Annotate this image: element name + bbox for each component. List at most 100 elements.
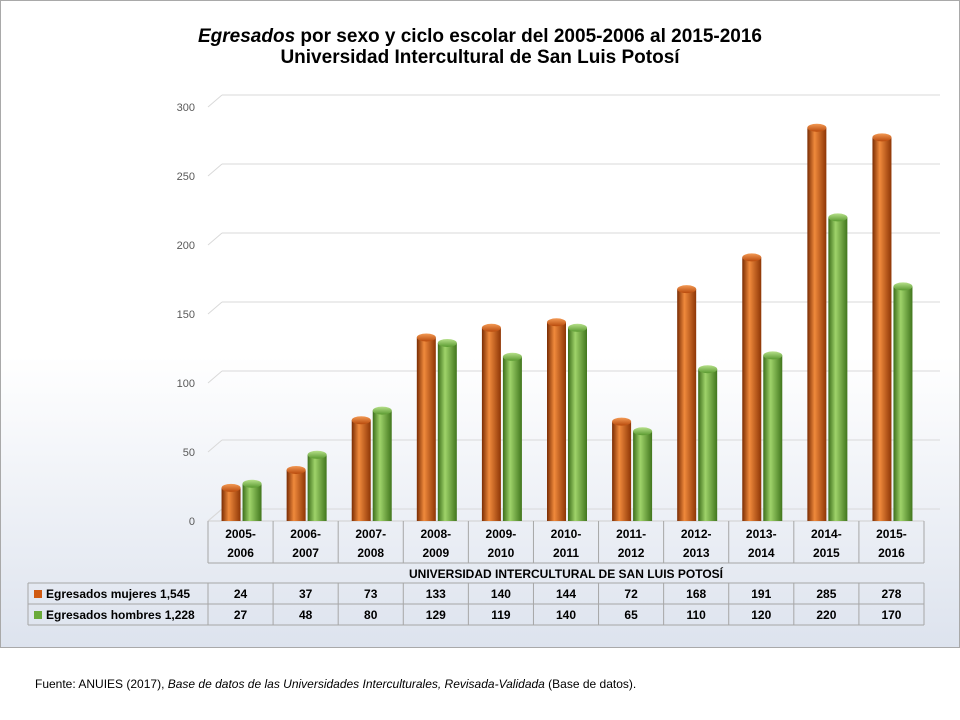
bar-cap — [633, 427, 653, 436]
x-tick-label-line1: 2013- — [746, 527, 777, 541]
data-label: 144 — [556, 587, 576, 601]
y-tick-label: 300 — [177, 102, 195, 114]
legend-swatch-hombres — [34, 611, 42, 619]
data-label: 285 — [816, 587, 836, 601]
bar-cap — [372, 406, 392, 415]
x-tick-label-line1: 2009- — [486, 527, 517, 541]
bar-mujeres — [872, 133, 892, 522]
chart-subtitle: Universidad Intercultural de San Luis Po… — [280, 47, 680, 68]
bar-cap — [307, 450, 327, 459]
x-tick-label-line2: 2006 — [227, 546, 254, 560]
bar-body — [242, 483, 262, 521]
data-label: 110 — [687, 608, 707, 622]
bar-cap — [437, 338, 457, 347]
x-tick-label-line2: 2015 — [813, 546, 840, 560]
x-tick-label-line1: 2006- — [290, 527, 321, 541]
bar-mujeres — [416, 333, 436, 521]
x-tick-label-line1: 2010- — [551, 527, 582, 541]
data-label: 278 — [881, 587, 901, 601]
y-tick-label: 50 — [183, 447, 195, 459]
bar-body — [481, 327, 501, 521]
title-emphasis: Egresados — [197, 26, 296, 47]
bar-hombres — [437, 338, 457, 521]
y-tick-label: 150 — [177, 309, 195, 321]
x-tick-label-line2: 2016 — [878, 546, 905, 560]
y-tick-label: 200 — [177, 240, 195, 252]
data-label: 191 — [751, 587, 771, 601]
bar-body — [437, 342, 457, 521]
bar-body — [416, 337, 436, 521]
x-tick-label-line2: 2007 — [292, 546, 319, 560]
bar-hombres — [763, 351, 783, 521]
bar-body — [286, 469, 306, 521]
source-prefix: Fuente: ANUIES (2017), — [35, 677, 168, 691]
bar-hombres — [242, 479, 262, 521]
bar-mujeres — [221, 483, 241, 521]
x-tick-label-line1: 2008- — [420, 527, 451, 541]
x-tick-label-line2: 2009 — [422, 546, 449, 560]
bar-cap — [872, 133, 892, 142]
bar-mujeres — [481, 323, 501, 521]
gridline-depth — [207, 301, 223, 315]
y-tick-label: 0 — [189, 516, 195, 528]
title-text: por sexo y ciclo escolar del 2005-2006 a… — [295, 26, 762, 47]
data-label: 170 — [881, 608, 901, 622]
x-tick-label-line1: 2012- — [681, 527, 712, 541]
legend-label: Egresados mujeres 1,545 — [46, 587, 190, 601]
bar-hombres — [893, 282, 913, 521]
bar-chart: 0 50 100 150 200 250 300 2005- 2006 2006- 2007 200… — [27, 94, 940, 626]
data-label: 72 — [624, 587, 638, 601]
x-tick-label-line2: 2011 — [553, 546, 579, 560]
bar-body — [221, 487, 241, 521]
data-label: 65 — [624, 608, 638, 622]
bar-cap — [547, 318, 566, 327]
bar-hombres — [372, 406, 392, 521]
gridline-depth — [207, 232, 223, 246]
source-title: Base de datos de las Universidades Inter… — [167, 677, 545, 691]
y-tick-label: 100 — [177, 378, 195, 390]
bar-body — [698, 369, 718, 521]
bar-cap — [742, 253, 762, 262]
legend-label: Egresados hombres 1,228 — [46, 608, 195, 622]
bar-hombres — [502, 352, 522, 521]
bar-body — [547, 322, 566, 521]
bar-body — [502, 356, 522, 521]
x-tick-label-line2: 2013 — [683, 546, 710, 560]
bar-mujeres — [351, 416, 371, 521]
bar-hombres — [307, 450, 327, 521]
bar-body — [872, 137, 892, 522]
x-tick-label-line1: 2011- — [616, 527, 646, 541]
data-label: 27 — [234, 608, 248, 622]
gridline-depth — [207, 370, 223, 384]
x-tick-label-line2: 2008 — [357, 546, 384, 560]
data-label: 220 — [816, 608, 836, 622]
data-label: 120 — [751, 608, 771, 622]
bar-body — [807, 127, 827, 521]
data-label: 140 — [491, 587, 511, 601]
bar-body — [612, 421, 632, 521]
chart-area — [0, 0, 960, 648]
source-note: Fuente: ANUIES (2017), Base de datos de … — [35, 677, 636, 691]
gridline-depth — [207, 508, 223, 522]
data-label: 80 — [364, 608, 378, 622]
bar-cap — [677, 285, 697, 294]
bar-cap — [828, 213, 848, 222]
x-tick-label-line1: 2007- — [355, 527, 386, 541]
bar-mujeres — [807, 123, 827, 521]
bar-body — [763, 355, 783, 521]
bar-cap — [242, 479, 262, 488]
data-label: 119 — [491, 608, 511, 622]
x-tick-label-line1: 2015- — [876, 527, 907, 541]
x-tick-label-line1: 2005- — [225, 527, 256, 541]
bar-cap — [286, 465, 306, 474]
bar-body — [307, 454, 327, 521]
source-suffix: (Base de datos). — [544, 677, 637, 691]
bar-cap — [221, 483, 241, 492]
gridline-depth — [207, 439, 223, 453]
bar-mujeres — [547, 318, 566, 521]
x-tick-label-line2: 2014 — [748, 546, 775, 560]
bar-hombres — [698, 365, 718, 521]
bar-body — [893, 286, 913, 521]
bar-body — [828, 217, 848, 521]
bar-cap — [612, 417, 632, 426]
